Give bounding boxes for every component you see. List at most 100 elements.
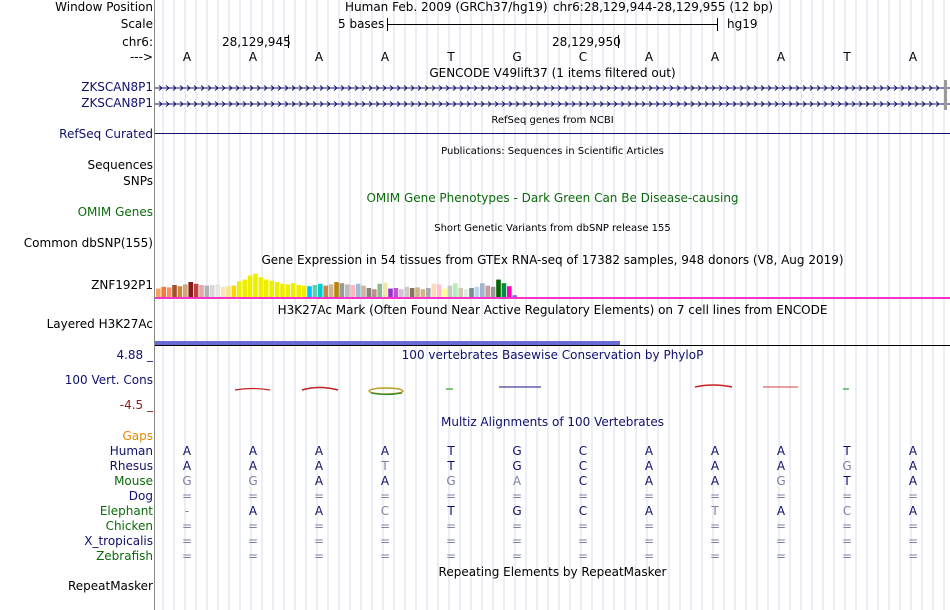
gtex-tissue-bar [507, 286, 512, 297]
aligned-base: G [446, 474, 456, 488]
gtex-track-title[interactable]: Gene Expression in 54 tissues from GTEx … [261, 253, 844, 267]
strand-chevron [459, 101, 464, 107]
strand-chevron [823, 85, 828, 91]
gencode-item-label[interactable]: ZKSCAN8P1 [81, 96, 153, 110]
gtex-expression-bars[interactable] [155, 268, 950, 300]
strand-chevron [263, 101, 268, 107]
strand-chevron [760, 85, 765, 91]
gtex-tissue-bar [199, 285, 204, 297]
snps-label[interactable]: SNPs [123, 174, 153, 188]
conservation-track-label[interactable]: 100 Vert. Cons [64, 373, 153, 387]
species-label[interactable]: Chicken [105, 519, 153, 533]
position-text[interactable]: chr6:28,129,944-28,129,955 (12 bp) [553, 0, 774, 14]
strand-chevron [228, 101, 233, 107]
species-label[interactable]: Mouse [114, 474, 153, 488]
aligned-base: A [248, 504, 258, 518]
aligned-base: = [907, 534, 919, 548]
aligned-base: A [248, 444, 258, 458]
gtex-tissue-bar [301, 285, 307, 297]
strand-chevron [844, 101, 849, 107]
gtex-tissue-bar [156, 288, 161, 297]
h3k27ac-track-title[interactable]: H3K27Ac Mark (Often Found Near Active Re… [277, 303, 828, 317]
gtex-tissue-bar [453, 283, 458, 297]
strand-chevron [578, 101, 583, 107]
strand-chevron [375, 85, 380, 91]
strand-chevron [816, 85, 821, 91]
strand-chevron [872, 85, 877, 91]
dbsnp-track-label[interactable]: Common dbSNP(155) [23, 236, 153, 250]
coord-tick-2 [618, 35, 619, 48]
conservation-track-title[interactable]: 100 vertebrates Basewise Conservation by… [401, 348, 704, 362]
species-label[interactable]: Elephant [99, 504, 153, 518]
strand-chevron [641, 85, 646, 91]
strand-chevron [417, 101, 422, 107]
aligned-base: A [908, 459, 918, 473]
strand-chevron [732, 85, 737, 91]
h3k27ac-track-label[interactable]: Layered H3K27Ac [46, 317, 153, 331]
strand-chevron [655, 85, 660, 91]
refseq-track-title[interactable]: RefSeq genes from NCBI [491, 115, 614, 126]
gtex-tissue-bar [469, 288, 474, 297]
aligned-base: = [445, 489, 457, 503]
omim-track-title[interactable]: OMIM Gene Phenotypes - Dark Green Can Be… [366, 191, 739, 205]
aligned-base: = [709, 519, 721, 533]
refseq-track-label[interactable]: RefSeq Curated [59, 127, 153, 141]
aligned-base: A [380, 444, 390, 458]
base-letter: A [644, 50, 654, 64]
repeatmasker-track-title[interactable]: Repeating Elements by RepeatMasker [438, 565, 667, 579]
h3k27ac-signal-bar[interactable] [155, 341, 620, 345]
strand-chevron [186, 101, 191, 107]
aligned-base: = [577, 519, 589, 533]
gtex-gene-label[interactable]: ZNF192P1 [91, 278, 153, 292]
strand-chevron [424, 101, 429, 107]
strand-chevron [725, 101, 730, 107]
dbsnp-track-title[interactable]: Short Genetic Variants from dbSNP releas… [434, 223, 671, 234]
strand-chevron [732, 101, 737, 107]
strand-chevron [459, 85, 464, 91]
species-label[interactable]: Zebrafish [96, 549, 153, 563]
strand-chevron [494, 85, 499, 91]
strand-chevron [529, 101, 534, 107]
gencode-item-label[interactable]: ZKSCAN8P1 [81, 80, 153, 94]
aligned-base: = [907, 519, 919, 533]
strand-chevron [445, 101, 450, 107]
gencode-track-title[interactable]: GENCODE V49lift37 (1 items filtered out) [429, 66, 676, 80]
species-label[interactable]: Human [109, 444, 153, 458]
strand-chevron [207, 85, 212, 91]
strand-chevron [599, 85, 604, 91]
species-label[interactable]: Dog [128, 489, 153, 503]
species-label[interactable]: Rhesus [109, 459, 153, 473]
species-label[interactable]: X_tropicalis [84, 534, 153, 548]
gtex-tissue-bar [496, 279, 501, 297]
strand-chevron [375, 101, 380, 107]
aligned-base: = [445, 534, 457, 548]
aligned-base: = [181, 549, 193, 563]
gencode-gene-features[interactable] [155, 80, 950, 112]
aligned-base: = [643, 489, 655, 503]
strand-chevron [683, 85, 688, 91]
base-grid-lines [162, 0, 945, 610]
strand-chevron [501, 85, 506, 91]
aligned-base: G [512, 459, 522, 473]
strand-chevron [235, 85, 240, 91]
aligned-base: T [843, 474, 851, 488]
conservation-signal[interactable] [155, 380, 950, 400]
gtex-tissue-bar [318, 283, 323, 297]
strand-chevron [858, 85, 863, 91]
strand-chevron [487, 85, 492, 91]
publications-track-title[interactable]: Publications: Sequences in Scientific Ar… [441, 146, 664, 157]
aligned-base: = [379, 519, 391, 533]
refseq-gene-line[interactable] [155, 133, 950, 134]
gtex-tissue-bar [366, 288, 372, 297]
strand-chevron [676, 85, 681, 91]
gtex-tissue-bar [253, 273, 258, 297]
gtex-tissue-bar [285, 284, 291, 297]
multiz-track-title[interactable]: Multiz Alignments of 100 Vertebrates [440, 415, 665, 429]
omim-track-label[interactable]: OMIM Genes [77, 205, 153, 219]
sequences-label[interactable]: Sequences [87, 158, 153, 172]
gtex-tissue-bar [377, 283, 382, 297]
strand-chevron [879, 101, 884, 107]
repeatmasker-track-label[interactable]: RepeatMasker [67, 579, 153, 593]
aligned-base: C [578, 474, 588, 488]
aligned-base: = [313, 519, 325, 533]
